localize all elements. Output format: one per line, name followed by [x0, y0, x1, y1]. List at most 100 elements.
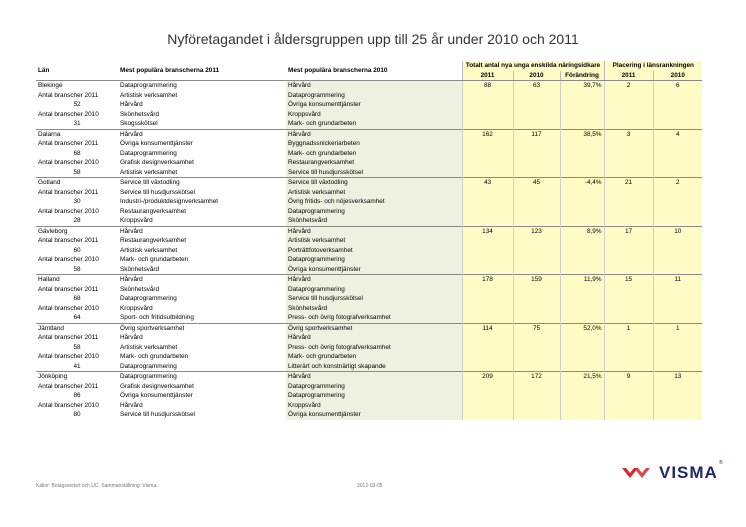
- total-2010-cell: [512, 264, 560, 275]
- bransch-2010: Mark- och grundarbeten: [286, 119, 462, 129]
- forandring-cell: [559, 391, 605, 401]
- forandring-cell: [559, 313, 605, 323]
- header-lan: Län: [36, 61, 118, 81]
- table-row: 58 Skönhetsvård Övriga konsumenttjänster: [36, 264, 703, 275]
- placering-2011-cell: [603, 167, 654, 178]
- placering-2011-cell: [603, 216, 654, 226]
- bransch-2011: Hårvård: [118, 128, 286, 139]
- placering-2010-cell: [652, 381, 703, 391]
- bransch-2011: Grafisk designverksamhet: [118, 381, 286, 391]
- footer-source: Källor: Bolagsverket och UC. Sammanställ…: [36, 483, 158, 489]
- visma-logo-icon: [622, 468, 650, 478]
- placering-2010-cell: [652, 187, 703, 197]
- bransch-2011: Skogsskötsel: [118, 119, 286, 129]
- bransch-2011: Artistisk verksamhet: [118, 167, 286, 178]
- table-row: 64 Sport- och fritidsutbildning Press- och…: [36, 313, 703, 323]
- placering-2010-cell: [652, 216, 703, 226]
- placering-2011-cell: [603, 187, 654, 197]
- lan-name: Gävleborg: [36, 225, 118, 236]
- lan-name: Gotland: [36, 177, 118, 188]
- bransch-2011: Övriga konsumenttjänster: [118, 139, 286, 149]
- forandring-cell: 21,5%: [559, 371, 605, 382]
- table-row: Antal branscher 2010 Hårvård Kroppsvård: [36, 400, 703, 410]
- bransch-2011: Mark- och grundarbeten: [118, 255, 286, 265]
- antal-branscher-2010-value: 64: [36, 313, 118, 323]
- table-row: Antal branscher 2011 Hårvård Hårvård: [36, 333, 703, 343]
- total-2011-cell: 134: [461, 225, 513, 236]
- placering-2011-cell: [603, 264, 654, 275]
- total-2010-cell: 172: [512, 371, 560, 382]
- total-2011-cell: 209: [461, 371, 513, 382]
- total-2011-cell: [461, 148, 513, 158]
- forandring-cell: [559, 148, 605, 158]
- placering-2011-cell: [603, 158, 654, 168]
- forandring-cell: [559, 333, 605, 343]
- placering-2011-cell: [603, 139, 654, 149]
- placering-2011-cell: [603, 303, 654, 313]
- bransch-2010: Dataprogrammering: [286, 284, 462, 294]
- table-row: 68 Dataprogrammering Mark- och grundarbete…: [36, 148, 703, 158]
- total-2010-cell: [512, 381, 560, 391]
- placering-2011-cell: [603, 410, 654, 420]
- placering-2010-cell: [652, 109, 703, 119]
- bransch-2010: Övrig sportverksamhet: [286, 322, 462, 333]
- total-2010-cell: [512, 294, 560, 304]
- total-2010-cell: [512, 216, 560, 226]
- placering-2010-cell: [652, 167, 703, 178]
- forandring-cell: [559, 294, 605, 304]
- header-totalt: Totalt antal nya unga enskilda näringsid…: [461, 61, 605, 71]
- placering-2010-cell: [652, 342, 703, 352]
- antal-branscher-2011-label: Antal branscher 2011: [36, 187, 118, 197]
- total-2010-cell: [512, 284, 560, 294]
- forandring-cell: [559, 187, 605, 197]
- placering-2011-cell: [603, 148, 654, 158]
- forandring-cell: 52,0%: [559, 322, 605, 333]
- total-2010-cell: [512, 303, 560, 313]
- table-row: Antal branscher 2011 Övriga konsumenttjän…: [36, 139, 703, 149]
- total-2011-cell: [461, 100, 513, 110]
- total-2010-cell: [512, 197, 560, 207]
- total-2011-cell: 43: [461, 177, 513, 188]
- placering-2011-cell: [603, 236, 654, 246]
- table-row: Antal branscher 2010 Mark- och grundarbet…: [36, 352, 703, 362]
- total-2010-cell: 123: [512, 225, 560, 236]
- total-2011-cell: [461, 206, 513, 216]
- forandring-cell: [559, 400, 605, 410]
- total-2011-cell: [461, 255, 513, 265]
- placering-2010-cell: [652, 284, 703, 294]
- table-row: Antal branscher 2011 Grafisk designverksa…: [36, 381, 703, 391]
- placering-2011-cell: 15: [603, 274, 654, 285]
- table-row: Gävleborg Hårvård Hårvård 134 123 8,9% 17 10: [36, 225, 703, 236]
- bransch-2011: Skönhetsvård: [118, 109, 286, 119]
- placering-2011-cell: 2: [603, 80, 654, 91]
- table-row: Antal branscher 2011 Artistisk verksamhet…: [36, 90, 703, 100]
- header-forandring: Förändring: [559, 70, 605, 81]
- bransch-2011: Artistisk verksamhet: [118, 90, 286, 100]
- placering-2011-cell: [603, 333, 654, 343]
- total-2010-cell: [512, 391, 560, 401]
- antal-branscher-2011-value: 68: [36, 148, 118, 158]
- placering-2010-cell: [652, 333, 703, 343]
- total-2010-cell: [512, 236, 560, 246]
- bransch-2010: Service till husdjursskötsel: [286, 167, 462, 178]
- bransch-2010: Artistisk verksamhet: [286, 236, 462, 246]
- logo-registered: ®: [719, 460, 723, 466]
- bransch-2010: Hårvård: [286, 274, 462, 285]
- total-2011-cell: [461, 109, 513, 119]
- table-row: Gotland Service till växtodling Service ti…: [36, 177, 703, 188]
- antal-branscher-2010-value: 80: [36, 410, 118, 420]
- table-row: Blekinge Dataprogrammering Hårvård 88 63 39,7…: [36, 80, 703, 91]
- table-row: 80 Service till husdjursskötsel Övriga kon…: [36, 410, 703, 420]
- bransch-2010: Kroppsvård: [286, 109, 462, 119]
- placering-2011-cell: [603, 255, 654, 265]
- total-2011-cell: [461, 236, 513, 246]
- bransch-2010: Service till husdjursskötsel: [286, 294, 462, 304]
- total-2011-cell: [461, 197, 513, 207]
- bransch-2010: Dataprogrammering: [286, 255, 462, 265]
- bransch-2011: Hårvård: [118, 400, 286, 410]
- table-row: Dalarna Hårvård Hårvård 162 117 38,5% 3 4: [36, 128, 703, 139]
- bransch-2011: Restaurangverksamhet: [118, 236, 286, 246]
- page-title: Nyföretagandet i åldersgruppen upp till …: [167, 31, 579, 47]
- bransch-2010: Skönhetsvård: [286, 303, 462, 313]
- bransch-2011: Hårvård: [118, 274, 286, 285]
